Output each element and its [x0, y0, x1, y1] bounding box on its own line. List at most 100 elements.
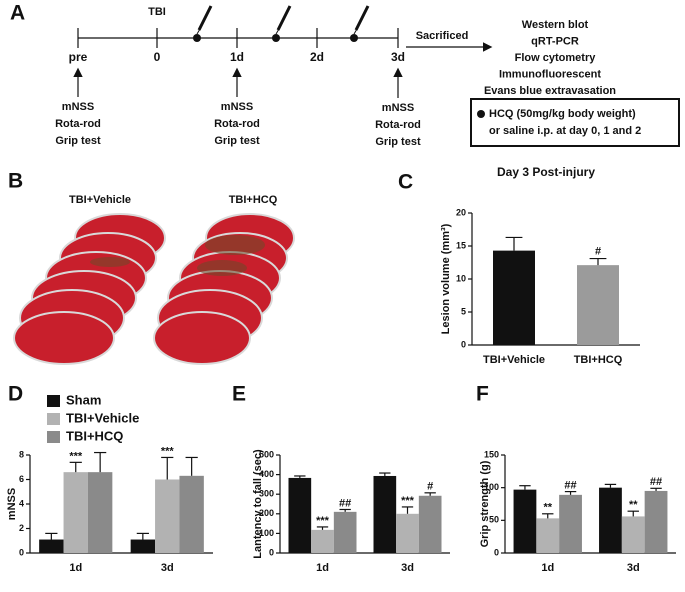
test-label: Rota-rod: [55, 118, 101, 130]
note-text: or saline i.p. at day 0, 1 and 2: [489, 125, 641, 137]
y-tick-label: 50: [489, 515, 499, 525]
bar: [179, 475, 204, 553]
bar: [418, 495, 442, 553]
bar: [396, 513, 419, 553]
assay-label: qRT-PCR: [531, 35, 579, 47]
y-axis-label: Grip strength (g): [479, 460, 491, 547]
x-tick-label: 3d: [161, 562, 174, 574]
sacrifice-label: Sacrificed: [416, 30, 469, 42]
bar: [130, 539, 156, 553]
legend-swatch: [47, 431, 60, 443]
test-label: Rota-rod: [375, 119, 421, 131]
timepoint-label: 2d: [310, 50, 324, 64]
significance: ##: [650, 476, 662, 488]
bar: [87, 472, 113, 553]
legend-label: TBI+HCQ: [66, 428, 123, 443]
y-tick-label: 0: [461, 339, 466, 349]
x-tick-label: 3d: [401, 562, 414, 574]
y-tick-label: 15: [456, 240, 466, 250]
panel-label: B: [8, 170, 23, 193]
y-tick-label: 0: [269, 547, 274, 557]
note-text: HCQ (50mg/kg body weight): [489, 108, 636, 120]
panel-label: E: [232, 383, 246, 406]
syringe-needle: [196, 28, 201, 35]
significance: **: [629, 499, 638, 511]
image-label: TBI+HCQ: [229, 194, 278, 206]
y-axis-label: Lesion volume (mm³): [440, 223, 452, 334]
x-tick-label: 1d: [316, 562, 329, 574]
significance: ***: [316, 515, 330, 527]
note-box: [470, 98, 680, 147]
y-tick-label: 100: [484, 482, 499, 492]
assay-label: Immunofluorescent: [499, 68, 601, 80]
bar: [577, 265, 619, 345]
test-label: mNSS: [221, 101, 253, 113]
y-tick-label: 10: [456, 273, 466, 283]
test-label: Grip test: [214, 135, 260, 147]
legend-label: TBI+Vehicle: [66, 410, 139, 425]
x-tick-label: 1d: [541, 562, 554, 574]
y-tick-label: 8: [19, 449, 24, 459]
syringe: [276, 5, 292, 31]
syringe-needle: [353, 28, 358, 35]
panel-label: D: [8, 383, 23, 406]
chart-title: Day 3 Post-injury: [497, 165, 595, 179]
bar: [39, 539, 64, 553]
bar: [288, 477, 312, 553]
x-tick-label: 1d: [69, 562, 82, 574]
dose-dot: [272, 34, 280, 42]
dose-dot: [193, 34, 201, 42]
syringe: [197, 5, 213, 31]
x-tick-label: 3d: [627, 562, 640, 574]
significance: ***: [401, 495, 415, 507]
assay-label: Evans blue extravasation: [484, 85, 616, 97]
y-tick-label: 150: [484, 449, 499, 459]
significance: ##: [564, 479, 576, 491]
test-label: mNSS: [62, 101, 94, 113]
y-tick-label: 0: [19, 547, 24, 557]
bar: [621, 516, 645, 553]
significance: ***: [161, 445, 175, 457]
bar: [373, 475, 397, 553]
bar: [513, 489, 537, 553]
legend-swatch: [47, 395, 60, 407]
legend-label: Sham: [66, 392, 101, 407]
panel-label: F: [476, 383, 489, 406]
legend-swatch: [47, 413, 60, 425]
bar: [559, 494, 582, 553]
image-label: TBI+Vehicle: [69, 194, 131, 206]
test-label: mNSS: [382, 102, 414, 114]
y-tick-label: 200: [259, 508, 274, 518]
y-axis-label: Lantency to fall (sec): [252, 449, 264, 559]
significance: #: [427, 481, 433, 493]
syringe-needle: [275, 28, 280, 35]
bar: [599, 487, 622, 553]
injury-label: TBI: [148, 6, 166, 18]
timepoint-label: 3d: [391, 50, 405, 64]
bar: [644, 490, 668, 553]
test-label: Rota-rod: [214, 118, 260, 130]
test-label: Grip test: [375, 136, 421, 148]
y-tick-label: 6: [19, 474, 24, 484]
timepoint-label: pre: [69, 50, 88, 64]
syringe: [354, 5, 370, 31]
brain-images: [13, 213, 295, 365]
x-tick-label: TBI+Vehicle: [483, 354, 545, 366]
bar: [536, 518, 560, 553]
panel-label: A: [10, 2, 25, 25]
test-label: Grip test: [55, 135, 101, 147]
y-tick-label: 0: [494, 547, 499, 557]
panel-label: C: [398, 171, 413, 194]
timepoint-label: 0: [154, 50, 161, 64]
significance: ***: [69, 450, 83, 462]
y-tick-label: 4: [19, 498, 24, 508]
timepoint-label: 1d: [230, 50, 244, 64]
y-axis-label: mNSS: [6, 488, 18, 520]
y-tick-label: 100: [259, 528, 274, 538]
bar: [333, 511, 357, 553]
bar: [493, 250, 535, 345]
dose-dot: [350, 34, 358, 42]
y-tick-label: 300: [259, 489, 274, 499]
assay-label: Western blot: [522, 19, 589, 31]
